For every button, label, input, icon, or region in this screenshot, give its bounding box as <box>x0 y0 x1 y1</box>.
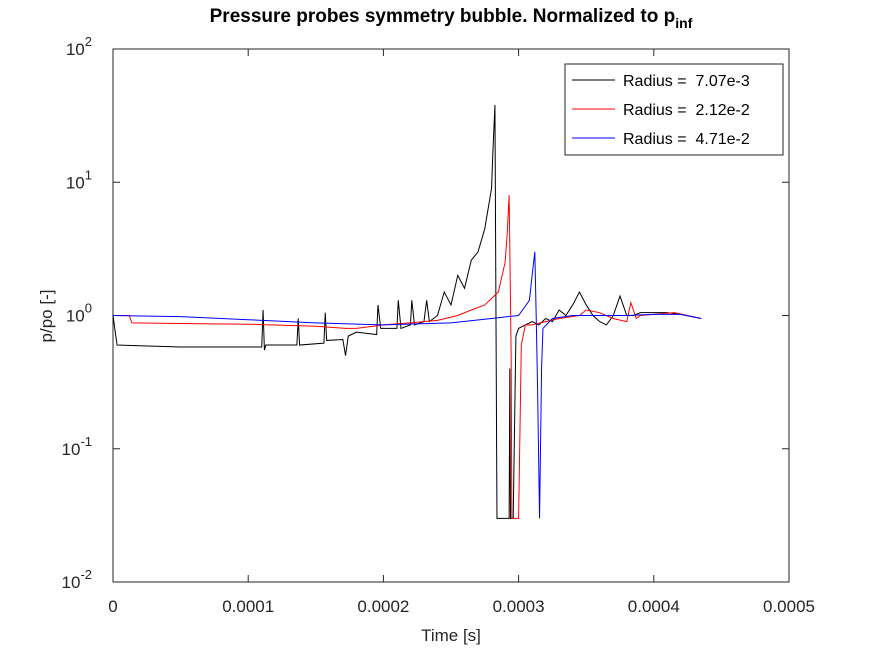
y-tick-label: 100 <box>66 301 92 326</box>
y-tick-label: 101 <box>66 167 92 192</box>
legend-label: Radius = 2.12e-2 <box>623 102 750 119</box>
y-tick-label: 10-2 <box>62 567 92 592</box>
y-axis-label: p/po [-] <box>37 290 56 343</box>
y-tick-base: 10 <box>62 440 81 459</box>
y-tick-power: 2 <box>85 34 92 49</box>
y-tick-base: 10 <box>66 173 85 192</box>
y-tick-power: 0 <box>85 301 92 316</box>
legend-label: Radius = 7.07e-3 <box>623 73 750 90</box>
chart-title: Pressure probes symmetry bubble. Normali… <box>210 6 693 31</box>
x-tick-label: 0.0002 <box>357 597 409 616</box>
x-tick-label: 0.0005 <box>763 597 815 616</box>
x-tick-label: 0.0001 <box>222 597 274 616</box>
legend-label: Radius = 4.71e-2 <box>623 131 750 148</box>
title-subscript: inf <box>675 15 692 31</box>
y-tick-base: 10 <box>66 40 85 59</box>
series-line <box>113 195 702 519</box>
x-tick-label: 0.0003 <box>493 597 545 616</box>
series-line <box>112 104 702 519</box>
y-tick-power: -1 <box>80 434 92 449</box>
y-tick-base: 10 <box>66 307 85 326</box>
x-tick-label: 0 <box>108 597 117 616</box>
x-tick-label: 0.0004 <box>628 597 680 616</box>
y-tick-label: 10-1 <box>62 434 92 459</box>
x-axis-label: Time [s] <box>421 626 481 645</box>
y-tick-label: 102 <box>66 34 92 59</box>
series-line <box>112 251 702 519</box>
y-tick-power: 1 <box>85 167 92 182</box>
y-tick-power: -2 <box>80 567 92 582</box>
y-tick-base: 10 <box>62 573 81 592</box>
title-text: Pressure probes symmetry bubble. Normali… <box>210 6 676 27</box>
